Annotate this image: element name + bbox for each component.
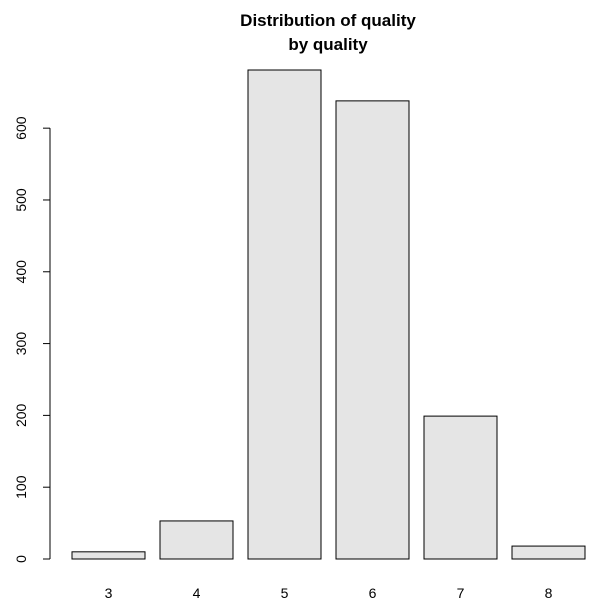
x-tick-label: 3 [105, 585, 113, 601]
y-tick-label: 400 [13, 260, 29, 284]
chart-subtitle: by quality [288, 35, 368, 54]
chart-title: Distribution of quality [240, 11, 416, 30]
y-tick-label: 600 [13, 116, 29, 140]
x-tick-label: 6 [369, 585, 377, 601]
x-tick-label: 7 [457, 585, 465, 601]
y-tick-label: 200 [13, 403, 29, 427]
bar-5 [247, 69, 322, 560]
x-tick-label: 4 [193, 585, 201, 601]
bar-8 [511, 545, 586, 560]
bars-group [71, 69, 586, 560]
y-tick-label: 500 [13, 188, 29, 212]
y-tick-label: 0 [13, 555, 29, 563]
x-tick-label: 8 [545, 585, 553, 601]
bar-4 [159, 520, 234, 560]
x-tick-label: 5 [281, 585, 289, 601]
x-axis-labels: 3 4 5 6 7 8 [105, 585, 553, 601]
y-axis: 0 100 200 300 400 500 600 [13, 116, 51, 563]
y-tick-label: 100 [13, 475, 29, 499]
bar-3 [71, 551, 146, 560]
bar-7 [423, 415, 498, 560]
y-tick-label: 300 [13, 332, 29, 356]
bar-6 [335, 100, 410, 560]
